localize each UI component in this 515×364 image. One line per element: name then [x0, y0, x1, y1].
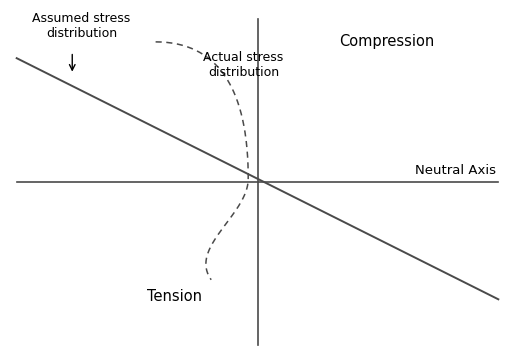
- Text: Tension: Tension: [147, 289, 202, 304]
- Text: Compression: Compression: [339, 34, 435, 50]
- Text: Actual stress
distribution: Actual stress distribution: [203, 51, 284, 79]
- Text: Neutral Axis: Neutral Axis: [415, 164, 496, 177]
- Text: Assumed stress
distribution: Assumed stress distribution: [32, 12, 131, 40]
